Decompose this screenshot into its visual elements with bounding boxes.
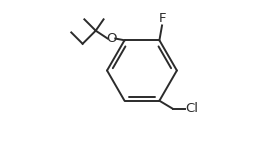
Text: Cl: Cl (186, 102, 199, 115)
Text: O: O (106, 32, 117, 45)
Text: F: F (158, 12, 166, 25)
